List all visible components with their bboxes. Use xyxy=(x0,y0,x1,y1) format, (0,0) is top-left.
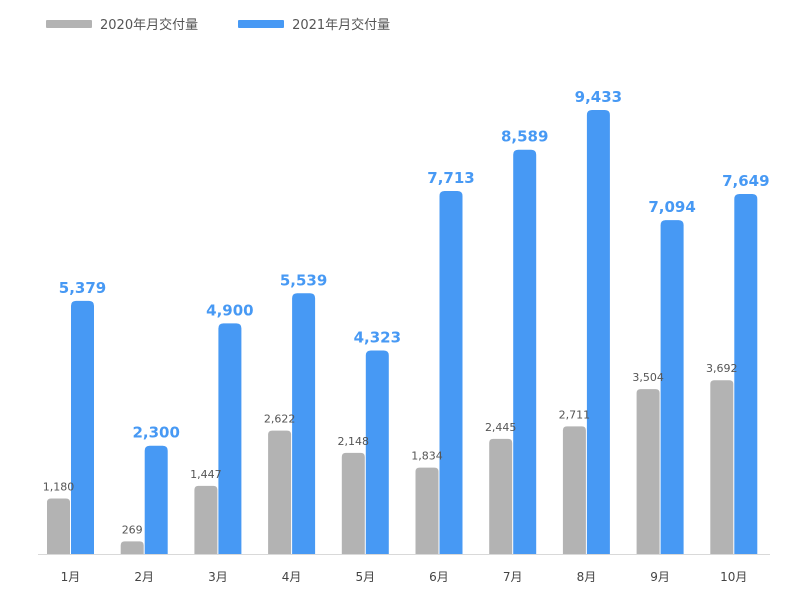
bar-2020-5 xyxy=(341,452,365,554)
legend-label-2020: 2020年月交付量 xyxy=(100,18,199,33)
data-label-2020-4: 2,622 xyxy=(264,413,296,426)
bar-2021-7 xyxy=(513,149,537,554)
data-label-2021-2: 2,300 xyxy=(132,424,179,442)
bar-2020-3 xyxy=(194,485,218,554)
bar-2021-10 xyxy=(734,193,758,554)
data-label-2021-8: 9,433 xyxy=(575,88,622,106)
legend-swatch-2020 xyxy=(46,19,92,28)
bar-2020-9 xyxy=(636,389,660,554)
bar-2021-5 xyxy=(365,350,389,554)
data-label-2021-9: 7,094 xyxy=(648,198,695,216)
bar-2020-4 xyxy=(268,430,292,554)
x-tick-label-6: 6月 xyxy=(429,570,449,584)
x-tick-label-3: 3月 xyxy=(208,570,228,584)
legend-item-2020: 2020年月交付量 xyxy=(46,14,198,33)
bar-2020-1 xyxy=(47,498,70,554)
x-tick-label-5: 5月 xyxy=(355,570,375,584)
data-label-2020-3: 1,447 xyxy=(190,468,222,481)
data-label-2020-9: 3,504 xyxy=(632,371,664,384)
data-label-2021-4: 5,539 xyxy=(280,271,327,289)
bar-2020-7 xyxy=(489,438,513,554)
bar-2021-4 xyxy=(292,293,316,554)
data-label-2020-8: 2,711 xyxy=(559,408,591,421)
data-label-2021-6: 7,713 xyxy=(427,169,474,187)
x-tick-label-7: 7月 xyxy=(503,570,523,584)
x-tick-label-4: 4月 xyxy=(282,570,302,584)
legend: 2020年月交付量 2021年月交付量 xyxy=(46,14,390,33)
bar-2021-2 xyxy=(144,445,168,554)
x-tick-label-2: 2月 xyxy=(134,570,154,584)
bar-2020-6 xyxy=(415,467,439,554)
data-label-2020-7: 2,445 xyxy=(485,421,517,434)
data-label-2021-10: 7,649 xyxy=(722,172,769,190)
data-label-2020-5: 2,148 xyxy=(338,435,370,448)
data-label-2020-2: 269 xyxy=(122,523,143,536)
legend-label-2021: 2021年月交付量 xyxy=(292,18,391,33)
bar-2020-10 xyxy=(710,380,734,554)
bar-2020-8 xyxy=(562,426,586,554)
legend-swatch-2021 xyxy=(238,19,285,28)
data-label-2020-10: 3,692 xyxy=(706,362,738,375)
legend-item-2021: 2021年月交付量 xyxy=(238,14,390,33)
bar-2021-9 xyxy=(660,220,684,554)
data-label-2021-7: 8,589 xyxy=(501,128,548,146)
bar-2021-3 xyxy=(218,323,242,554)
data-label-2020-1: 1,180 xyxy=(43,480,75,493)
x-tick-label-10: 10月 xyxy=(720,570,747,584)
x-tick-label-1: 1月 xyxy=(61,570,81,584)
data-label-2021-5: 4,323 xyxy=(354,329,401,347)
x-tick-label-8: 8月 xyxy=(577,570,597,584)
bar-2021-1 xyxy=(71,300,94,554)
data-label-2020-6: 1,834 xyxy=(411,450,443,463)
bar-2020-2 xyxy=(120,541,144,554)
bar-2021-8 xyxy=(586,110,610,554)
data-label-2021-3: 4,900 xyxy=(206,301,253,319)
bar-2021-6 xyxy=(439,190,463,554)
x-tick-label-9: 9月 xyxy=(650,570,670,584)
data-label-2021-1: 5,379 xyxy=(59,279,106,297)
